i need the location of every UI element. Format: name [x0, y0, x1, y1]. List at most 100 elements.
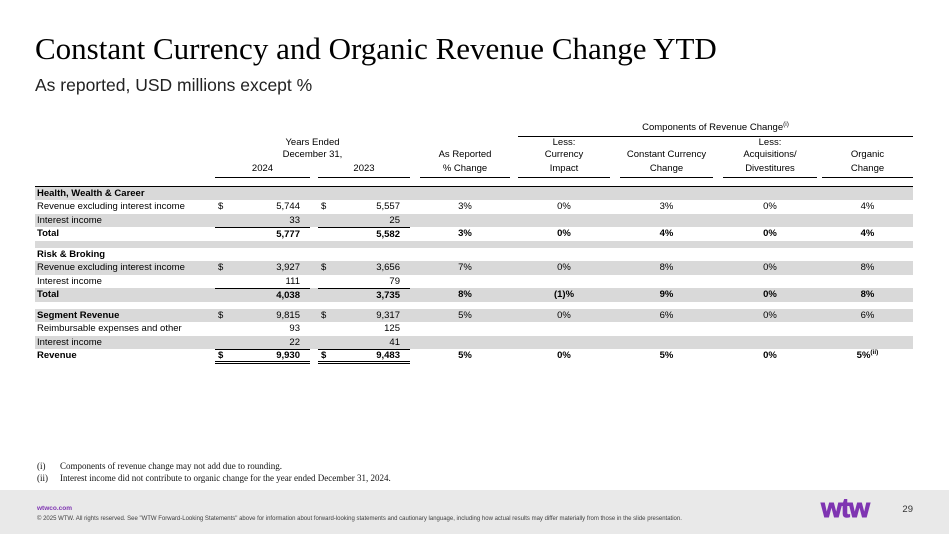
cell-p3: 4%	[659, 228, 674, 240]
cell-p4: 0%	[723, 308, 817, 322]
cell-p3: 5%	[659, 350, 674, 362]
divestitures-header: Divestitures	[723, 163, 817, 178]
cell-p2	[518, 275, 610, 289]
cell-d1	[215, 227, 231, 241]
year-2024-header: 2024	[215, 163, 310, 178]
cell-p2: 0%	[557, 201, 571, 213]
years-ended-header: Years Ended December 31,	[282, 137, 343, 160]
cell-p4	[723, 248, 817, 262]
table-row: Total 5,777 5,582 3% 0% 4% 0% 4%	[35, 227, 913, 241]
cell-v1: 4,038	[231, 288, 310, 302]
cell-d2: $	[321, 201, 327, 213]
cell-d2	[318, 227, 334, 241]
table-row: Health, Wealth & Career	[35, 186, 914, 200]
cell-v1: 9,815	[231, 308, 310, 322]
row-label: Interest income	[37, 275, 102, 287]
header-gap-row	[35, 178, 913, 187]
cell-p2: 0%	[518, 261, 610, 275]
cell-d1	[215, 186, 231, 200]
cell-d2	[318, 288, 334, 302]
cell-v1: 111	[231, 274, 310, 289]
cell-d1	[215, 288, 231, 302]
cell-v1	[231, 186, 310, 200]
footnote-text: Interest income did not contribute to or…	[60, 472, 391, 483]
row-label: Reimbursable expenses and other	[37, 323, 182, 335]
cell-p3: 9%	[620, 288, 713, 302]
footnote: (i) Components of revenue change may not …	[37, 461, 391, 473]
cell-p2: 0%	[557, 350, 571, 362]
components-of-revenue-change-header: Components of Revenue Change(i)	[518, 120, 914, 137]
cell-p1	[420, 335, 510, 349]
page-number: 29	[902, 504, 913, 515]
cell-p5: 8%	[822, 261, 914, 275]
cell-p1: 3%	[458, 228, 472, 240]
cell-p3	[620, 275, 713, 289]
copyright-text: © 2025 WTW. All rights reserved. See "WT…	[37, 516, 682, 522]
cell-p4: 0%	[763, 201, 777, 213]
wtwco-link[interactable]: wtwco.com	[37, 505, 73, 512]
cell-p2	[518, 335, 610, 349]
row-label: Health, Wealth & Career	[35, 186, 215, 200]
cell-d1	[215, 322, 231, 336]
column-header-row-lower: 2024 2023 % Change Impact Change Divesti…	[35, 163, 914, 178]
footnote-ref-i: (i)	[783, 120, 789, 128]
cell-p5	[822, 213, 914, 227]
revenue-table-wrap: Components of Revenue Change(i) Years En…	[35, 120, 915, 364]
cell-p1	[420, 275, 510, 289]
row-label: Revenue excluding interest income	[37, 201, 185, 213]
cell-p3	[620, 248, 713, 262]
cell-p5: 4%	[860, 228, 875, 240]
cell-v2: 5,582	[376, 228, 400, 240]
table-row: Revenue $9,930 $9,483 5% 0% 5% 0% 5%(ii)	[35, 349, 913, 364]
footnotes: (i) Components of revenue change may not …	[37, 461, 391, 484]
row-label: Segment Revenue	[35, 308, 215, 322]
cell-p4: 0%	[723, 261, 817, 275]
cell-p5	[822, 322, 913, 336]
cell-d2: $	[318, 349, 334, 364]
slide-footer: wtwco.com © 2025 WTW. All rights reserve…	[0, 490, 949, 534]
cell-v1: 5,744	[276, 201, 300, 213]
organic-change-header: Organic	[850, 149, 885, 160]
cell-p5	[822, 248, 913, 262]
footnote-ref-ii: (ii)	[870, 349, 879, 357]
table-row: Reimbursable expenses and other 93 125	[35, 322, 913, 336]
cell-d1: $	[215, 308, 231, 322]
acquisitions-header: Less: Acquisitions/	[743, 137, 797, 160]
cell-p4	[723, 335, 817, 349]
cell-d1: $	[218, 201, 224, 213]
cell-d1	[215, 213, 231, 228]
table-row: Interest income 33 25	[35, 213, 914, 228]
cell-d2	[318, 213, 334, 228]
cell-p4: 0%	[723, 288, 817, 302]
table-row: Interest income 22 41	[35, 335, 914, 350]
cell-p3: 3%	[659, 201, 674, 213]
cell-p4	[723, 213, 817, 227]
cell-d2	[318, 335, 334, 350]
cell-p3: 8%	[620, 261, 713, 275]
footnote-marker: (ii)	[37, 472, 48, 483]
cell-p1: 7%	[420, 261, 510, 275]
percent-change-header: % Change	[420, 163, 510, 178]
row-label: Revenue excluding interest income	[35, 261, 215, 275]
cell-v2: 9,483	[334, 349, 410, 364]
page-subtitle: As reported, USD millions except %	[35, 75, 313, 95]
spacer-row	[35, 302, 913, 309]
cell-p2	[518, 213, 610, 227]
cell-p4	[723, 322, 817, 336]
cell-v1: 33	[231, 213, 310, 228]
cell-p1: 5%	[458, 350, 472, 362]
cell-v2: 25	[334, 213, 410, 228]
footnote-marker: (i)	[37, 461, 46, 471]
cell-d1	[215, 335, 231, 350]
cell-v2: 9,317	[334, 308, 410, 322]
cell-p2	[518, 248, 610, 262]
cell-v2: 79	[334, 274, 410, 289]
constant-change-header: Change	[620, 163, 713, 178]
cell-p2	[518, 186, 610, 200]
cell-v1	[231, 248, 310, 262]
year-2023-header: 2023	[318, 163, 410, 178]
cell-p5: 4%	[860, 201, 875, 213]
cell-p5	[822, 335, 914, 349]
cell-p5: 8%	[822, 288, 914, 302]
